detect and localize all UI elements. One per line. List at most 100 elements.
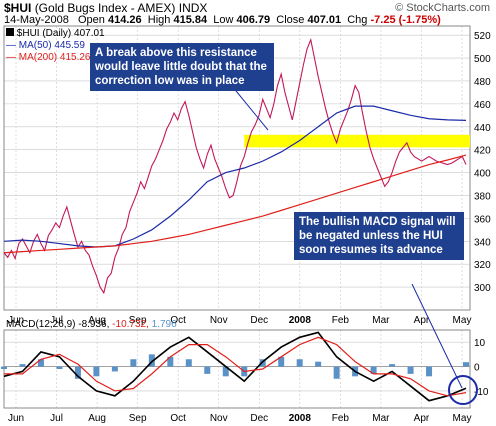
price-y-tick: 500	[474, 54, 491, 65]
macd-x-tick: Jun	[8, 413, 24, 424]
macd-histogram-bar	[370, 366, 377, 374]
price-x-tick: Mar	[372, 315, 390, 326]
chg-value: -7.25 (-1.75%)	[370, 14, 441, 26]
legend-ma200-label: MA(200) 415.26	[18, 52, 91, 63]
macd-x-tick: Nov	[210, 413, 228, 424]
macd-callout: The bullish MACD signal will be negated …	[294, 212, 464, 260]
legend-ma200: — MA(200) 415.26	[6, 52, 91, 63]
price-x-tick: Jul	[50, 315, 63, 326]
macd-x-tick: Apr	[414, 413, 430, 424]
low-value: 406.79	[236, 14, 271, 26]
price-lines	[3, 37, 467, 295]
macd-histogram-bar	[19, 364, 26, 367]
macd-histogram-bar	[296, 359, 303, 367]
macd-x-tick: May	[453, 413, 472, 424]
price-x-tick: Feb	[332, 315, 350, 326]
price-x-tick: Oct	[170, 315, 186, 326]
macd-histogram-bar	[204, 366, 211, 374]
price-x-tick: Sep	[129, 315, 147, 326]
price-y-tick: 460	[474, 100, 491, 111]
ma50-line	[3, 105, 467, 248]
price-y-tick: 380	[474, 191, 491, 202]
chart-title: $HUI (Gold Bugs Index - AMEX) INDX	[4, 1, 207, 15]
price-y-tick: 300	[474, 283, 491, 294]
symbol: $HUI	[4, 1, 32, 15]
macd-x-tick: Sep	[129, 413, 147, 424]
macd-panel-frame	[3, 329, 471, 409]
macd-histogram-bar	[463, 362, 469, 367]
macd-line	[3, 331, 467, 402]
macd-histogram-bar	[333, 366, 340, 379]
resistance-band	[244, 134, 470, 148]
price-x-tick: Aug	[88, 315, 106, 326]
macd-legend-label: MACD(12,26,9)	[6, 319, 76, 330]
date: 14-May-2008	[4, 14, 69, 26]
macd-legend-v2: -10.732,	[112, 319, 149, 330]
ohlc-row: 14-May-2008 Open 414.26 High 415.84 Low …	[4, 14, 441, 26]
macd-histogram-bar	[222, 366, 229, 377]
macd-signal-line	[4, 336, 467, 397]
price-x-tick: Apr	[414, 315, 430, 326]
price-x-tick: 2008	[289, 315, 312, 326]
macd-histogram-bar	[37, 359, 44, 367]
high-value: 415.84	[173, 14, 208, 26]
macd-legend-v3: 1.796	[151, 319, 177, 330]
macd-x-tick: Dec	[250, 413, 268, 424]
macd-histogram-bar	[111, 366, 118, 372]
legend-price-label: $HUI (Daily) 407.01	[16, 28, 105, 39]
legend-ma50-label: MA(50) 445.59	[18, 40, 85, 51]
price-y-tick: 420	[474, 146, 491, 157]
macd-x-tick: Feb	[332, 413, 350, 424]
resistance-callout: A break above this resistance would leav…	[90, 43, 274, 91]
macd-y-tick: 0	[474, 363, 480, 374]
high-label: High	[147, 14, 171, 26]
close-value: 407.01	[307, 14, 342, 26]
legend-ma200-swatch: —	[6, 52, 16, 63]
macd-histogram-bar	[74, 366, 81, 379]
macd-histogram-bar	[185, 359, 192, 367]
macd-legend: MACD(12,26,9) -8.936, -10.732, 1.796	[6, 319, 177, 330]
tick-labels: 300 320 340 360 380 400 420 440 460 480 500 520 -10 0…	[8, 31, 491, 424]
resistance-pointer	[231, 85, 269, 131]
macd-pointer	[411, 283, 463, 389]
macd-histogram-bar	[56, 366, 63, 369]
macd-legend-v1: -8.936,	[78, 319, 110, 330]
macd-histogram-bar	[130, 359, 137, 367]
open-label: Open	[78, 14, 105, 26]
open-value: 414.26	[107, 14, 142, 26]
price-y-tick: 340	[474, 237, 491, 248]
macd-histogram-bar	[93, 366, 100, 377]
macd-histogram-bar	[389, 364, 396, 367]
macd-y-tick: 10	[474, 338, 486, 349]
macd-histogram-bar	[407, 366, 414, 374]
price-y-tick: 520	[474, 31, 491, 42]
macd-x-tick: Jul	[50, 413, 63, 424]
price-series-line	[3, 37, 467, 295]
chg-label: Chg	[347, 14, 368, 26]
price-y-tick: 480	[474, 77, 491, 88]
macd-x-tick: Oct	[170, 413, 186, 424]
low-label: Low	[213, 14, 234, 26]
ma200-line	[3, 154, 467, 254]
price-x-tick: Jun	[8, 315, 24, 326]
index-name: (Gold Bugs Index - AMEX)	[34, 1, 176, 15]
macd-x-tick: Aug	[88, 413, 106, 424]
macd-histogram-bar	[167, 356, 174, 367]
price-y-tick: 360	[474, 214, 491, 225]
macd-histogram-bar	[278, 356, 285, 367]
price-x-tick: May	[453, 315, 472, 326]
legend-ma50: — MA(50) 445.59	[6, 40, 85, 51]
macd-lines	[1, 331, 470, 402]
macd-y-tick: -10	[474, 387, 489, 398]
macd-x-tick: 2008	[289, 413, 312, 424]
price-x-tick: Dec	[250, 315, 268, 326]
macd-histogram-bar	[1, 366, 7, 369]
legend-price-swatch	[6, 28, 14, 36]
close-label: Close	[276, 14, 305, 26]
exchange: INDX	[178, 1, 208, 15]
price-panel-frame	[3, 25, 471, 311]
price-x-tick: Nov	[210, 315, 228, 326]
price-y-tick: 320	[474, 260, 491, 271]
